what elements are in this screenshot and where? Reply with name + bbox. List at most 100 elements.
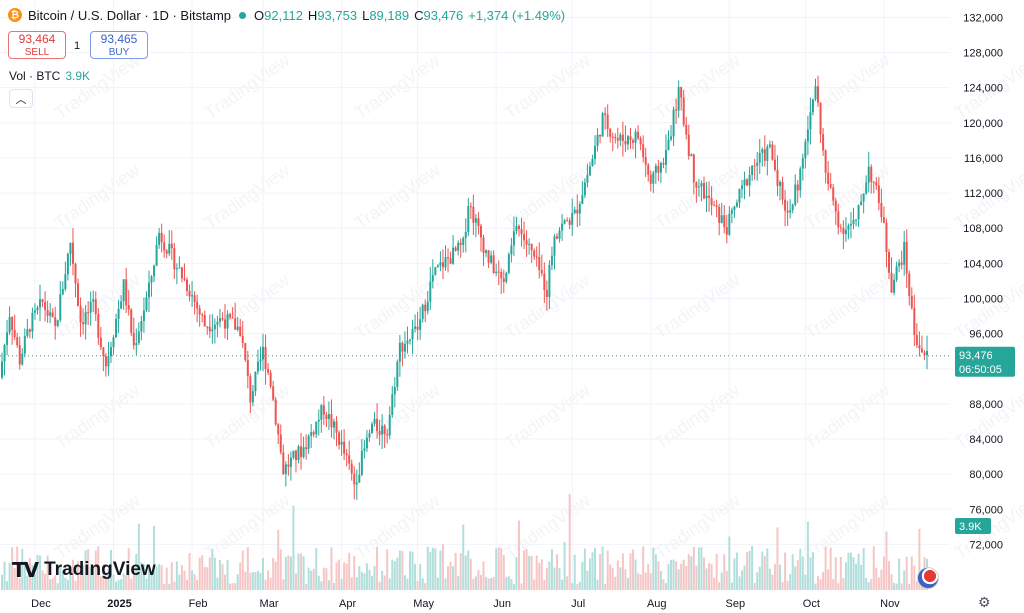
- candle-body: [312, 432, 315, 435]
- volume-bar: [910, 556, 913, 590]
- volume-bar: [809, 557, 812, 590]
- volume-bar: [713, 577, 716, 590]
- candle-body: [274, 399, 277, 425]
- volume-bar: [591, 552, 594, 590]
- buy-button[interactable]: 93,465 BUY: [90, 31, 148, 59]
- gear-icon[interactable]: ⚙: [978, 594, 991, 610]
- volume-bar: [127, 548, 130, 590]
- volume-bar: [849, 552, 852, 590]
- volume-bar: [236, 574, 239, 590]
- volume-bar: [44, 573, 47, 590]
- volume-bar: [748, 550, 751, 590]
- volume-bar: [292, 505, 295, 590]
- volume-bar: [872, 546, 875, 590]
- volume-bar: [94, 550, 97, 590]
- time-tick-label: Jul: [571, 598, 585, 610]
- close-value: 93,476: [423, 7, 464, 23]
- volume-bar: [550, 549, 553, 590]
- volume-bar: [6, 581, 9, 590]
- candle-body: [332, 421, 335, 428]
- price-tick-label: 96,000: [969, 329, 1003, 341]
- volume-legend[interactable]: Vol · BTC 3.9K: [9, 69, 90, 83]
- volume-bar: [566, 576, 569, 590]
- candle-body: [639, 138, 642, 145]
- candle-body: [867, 166, 870, 183]
- candle-body: [140, 321, 143, 332]
- candle-body: [479, 225, 482, 238]
- volume-bar: [239, 562, 242, 590]
- candle-body: [424, 304, 427, 312]
- candle-body: [211, 329, 214, 332]
- volume-bar: [360, 571, 363, 590]
- volume-bar: [145, 578, 148, 590]
- volume-bar: [773, 563, 776, 590]
- volume-bar: [69, 566, 72, 590]
- candle-body: [201, 314, 204, 316]
- candle-body: [629, 136, 632, 141]
- candle-body: [670, 136, 673, 140]
- candle-body: [254, 371, 257, 392]
- volume-bar: [87, 549, 90, 590]
- volume-bar: [553, 567, 556, 590]
- last-price-tag[interactable]: [955, 346, 1015, 377]
- symbol-title[interactable]: Bitcoin / U.S. Dollar · 1D · Bitstamp: [28, 7, 231, 23]
- candle-body: [502, 278, 505, 282]
- volume-bar: [839, 556, 842, 590]
- volume-bar: [332, 583, 335, 590]
- candle-body: [700, 183, 703, 187]
- volume-bar: [766, 548, 769, 590]
- candle-body: [632, 140, 635, 143]
- candle-body: [735, 202, 738, 207]
- candle-body: [307, 435, 310, 450]
- volume-bar: [568, 494, 571, 590]
- volume-bar: [348, 552, 351, 590]
- volume-bar: [59, 565, 62, 590]
- volume-bar: [558, 568, 561, 590]
- volume-bar: [444, 578, 447, 590]
- us-flag-icon[interactable]: [917, 567, 939, 589]
- candle-body: [431, 274, 434, 282]
- tradingview-mark-icon: TV: [12, 558, 39, 582]
- candle-body: [718, 206, 721, 223]
- volume-bar: [31, 565, 34, 590]
- volume-bar: [905, 556, 908, 590]
- tradingview-logo[interactable]: TV TradingView: [12, 558, 156, 582]
- candle-body: [355, 482, 358, 485]
- candle-body: [130, 309, 133, 333]
- sell-button[interactable]: 93,464 SELL: [8, 31, 66, 59]
- volume-bar: [39, 555, 42, 590]
- volume-bar: [363, 573, 366, 590]
- candle-body: [664, 149, 667, 165]
- candle-body: [581, 195, 584, 205]
- volume-bar: [870, 579, 873, 590]
- candle-body: [279, 434, 282, 453]
- volume-bar: [540, 559, 543, 590]
- chevron-up-icon[interactable]: ︿: [9, 89, 33, 108]
- candle-body: [654, 165, 657, 173]
- volume-bar: [915, 581, 918, 590]
- candle-body: [510, 245, 513, 255]
- candle-body: [733, 206, 736, 211]
- volume-bar: [492, 576, 495, 590]
- candle-body: [401, 342, 404, 352]
- volume-bar: [401, 550, 404, 590]
- candle-body: [447, 257, 450, 259]
- candle-body: [216, 321, 219, 325]
- low-label: L: [362, 7, 370, 23]
- volume-bar: [378, 581, 381, 590]
- volume-bar: [431, 547, 434, 590]
- candle-body: [690, 154, 693, 156]
- volume-bar: [46, 555, 49, 590]
- candle-body: [335, 421, 338, 433]
- candle-body: [482, 237, 485, 253]
- candle-body: [272, 386, 275, 400]
- candle-body: [13, 329, 16, 338]
- candle-body: [416, 326, 419, 330]
- candle-body: [59, 294, 62, 321]
- candle-body: [872, 181, 875, 183]
- volume-bar: [490, 577, 493, 590]
- watermark-text: TradingView: [51, 160, 144, 234]
- volume-bar: [343, 562, 346, 590]
- candle-body: [6, 332, 9, 345]
